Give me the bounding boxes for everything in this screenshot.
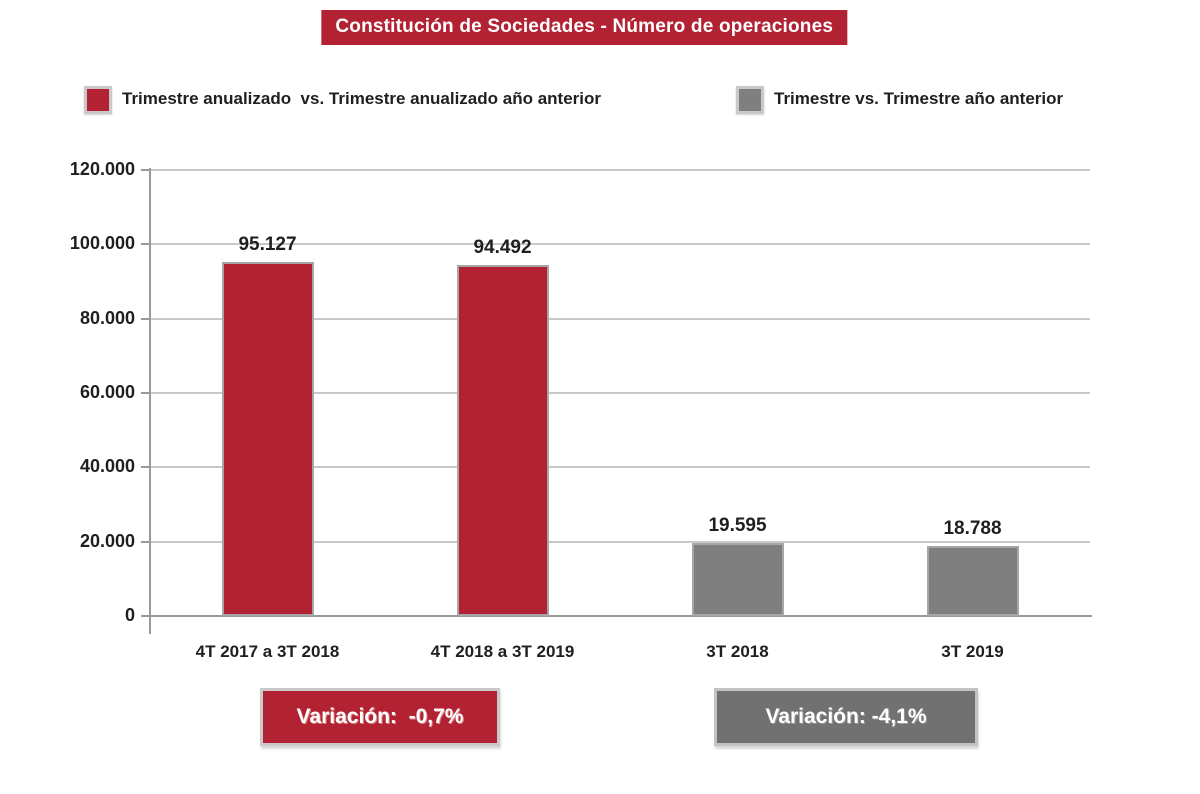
- x-axis-category-label: 3T 2018: [706, 642, 769, 661]
- bar: [926, 546, 1019, 616]
- legend-swatch-red: [84, 86, 112, 114]
- legend-swatch-gray: [736, 86, 764, 114]
- y-axis-tick-label: 0: [124, 605, 135, 625]
- y-gridline: [150, 169, 1090, 171]
- y-gridline: [150, 540, 1090, 543]
- y-axis-tick: [141, 540, 150, 543]
- bar-value-label: 19.595: [708, 515, 767, 537]
- y-axis-tick-label: 20.000: [79, 530, 135, 551]
- y-gridline: [150, 243, 1090, 246]
- y-axis-tick-label: 60.000: [79, 382, 135, 402]
- plot-area: 0 20.000 40.000 60.000 80.000 100.000 120.000 9…: [0, 159, 1200, 690]
- bar-value-label: 94.492: [473, 236, 532, 258]
- y-axis-tick-label: 100.000: [69, 233, 135, 254]
- bar-value-label: 18.788: [943, 518, 1002, 540]
- bar: [221, 262, 314, 616]
- chart-title: Constitución de Sociedades - Número de o…: [321, 10, 848, 45]
- variation-badge-red: Variación: -0,7%: [260, 688, 500, 746]
- x-axis-category-label: 3T 2019: [941, 642, 1004, 661]
- variation-badge-gray: Variación: -4,1%: [714, 688, 978, 746]
- x-axis-line: [150, 615, 1092, 617]
- y-axis-tick-label: 40.000: [79, 456, 135, 477]
- y-axis-tick-label: 80.000: [79, 307, 135, 328]
- y-axis-tick: [141, 317, 150, 320]
- y-gridline: [150, 317, 1090, 320]
- y-axis-tick: [141, 243, 150, 246]
- legend-label-quarter: Trimestre vs. Trimestre año anterior: [774, 89, 1064, 108]
- bar: [456, 264, 549, 616]
- x-axis-category-label: 4T 2018 a 3T 2019: [430, 642, 575, 661]
- y-axis-tick: [141, 466, 150, 469]
- y-gridline: [150, 392, 1090, 394]
- y-axis-tick-label: 120.000: [69, 159, 135, 179]
- bar-value-label: 95.127: [238, 234, 297, 256]
- bar: [691, 543, 784, 616]
- x-axis-category-label: 4T 2017 a 3T 2018: [195, 642, 340, 661]
- y-axis-tick: [141, 169, 150, 171]
- y-gridline: [150, 466, 1090, 469]
- y-axis-line: [149, 168, 151, 634]
- y-axis-tick: [141, 392, 150, 394]
- y-axis-tick: [141, 615, 150, 617]
- legend-label-annualized: Trimestre anualizado vs. Trimestre anual…: [122, 89, 601, 108]
